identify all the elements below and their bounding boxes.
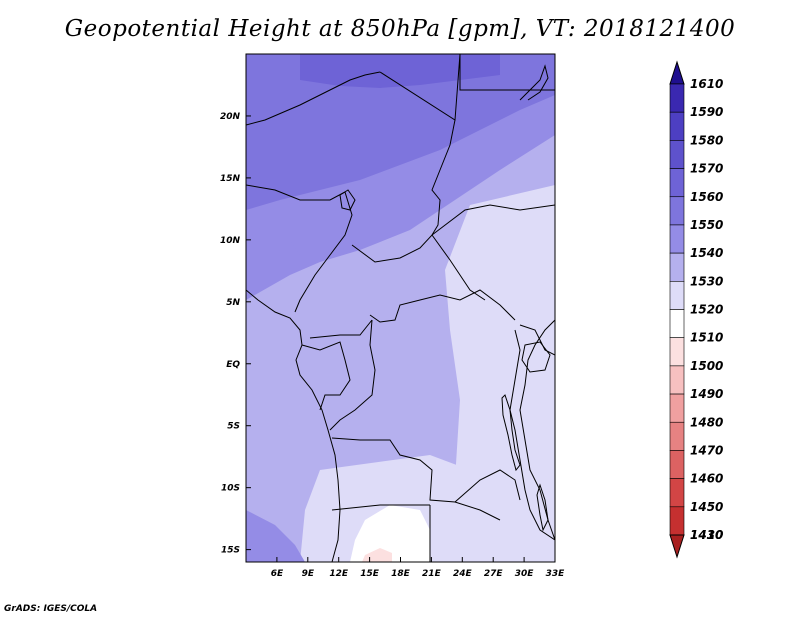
- red-sea-coast: [519, 64, 549, 101]
- x-tick-label: 18E: [391, 569, 411, 579]
- border-uganda-kenya: [519, 324, 555, 356]
- colorbar-bottom-triangle: [669, 534, 685, 559]
- border-cameroon-congo: [309, 319, 373, 339]
- colorbar-label: 1490: [690, 387, 723, 401]
- colorbar-segment: [669, 140, 685, 169]
- colorbar-top-triangle: [669, 60, 685, 85]
- lake-tanganyika: [501, 394, 521, 472]
- colorbar-segment: [669, 309, 685, 338]
- field-south-white: [350, 505, 430, 562]
- colorbar-label: 1480: [690, 415, 723, 429]
- colorbar-label: 1540: [690, 246, 723, 260]
- x-tick-label: 27E: [484, 569, 504, 579]
- colorbar: 1610 1590 1580 1570 1560 1550 1540 1530 1520 1510…: [669, 60, 723, 559]
- colorbar-label: 1530: [690, 274, 723, 288]
- lake-victoria: [521, 341, 551, 373]
- border-nigeria-cameroon: [294, 191, 353, 313]
- colorbar-label: 1500: [690, 359, 723, 373]
- colorbar-label: 1410: [690, 528, 723, 542]
- geopotential-field: [246, 54, 555, 562]
- border-sudan-south-sudan: [431, 204, 555, 236]
- colorbar-label: 1470: [690, 443, 723, 457]
- field-sw-dark: [246, 510, 305, 562]
- colorbar-label: 1560: [690, 190, 723, 204]
- lake-chad: [339, 189, 356, 211]
- y-axis: 20N 15N 10N 5N EQ 5S 10S 15S: [220, 112, 251, 556]
- colorbar-label: 1520: [690, 303, 723, 317]
- colorbar-segment: [669, 83, 685, 113]
- x-tick-label: 12E: [329, 569, 349, 579]
- colorbar-label: 1430: [690, 528, 723, 542]
- x-tick-label: 33E: [546, 569, 566, 579]
- x-tick-label: 9E: [302, 569, 315, 579]
- colorbar-segment: [669, 252, 685, 282]
- border-libya-egypt: [459, 54, 555, 91]
- colorbar-segment: [669, 168, 685, 198]
- border-drc-zambia: [454, 469, 521, 503]
- colorbar-segment: [669, 421, 685, 451]
- map-title: Geopotential Height at 850hPa [gpm], VT:…: [64, 16, 736, 42]
- colorbar-segment: [669, 365, 685, 395]
- lake-malawi: [536, 483, 549, 532]
- coastline-east: [519, 319, 555, 541]
- colorbar-label: 1550: [690, 218, 723, 232]
- country-borders: [246, 54, 555, 562]
- border-angola-namibia: [331, 504, 430, 511]
- border-congo-drc: [329, 319, 376, 431]
- field-east-light: [445, 185, 555, 562]
- x-axis: 6E 9E 12E 15E 18E 21E 24E 27E 30E 33E: [271, 557, 565, 579]
- colorbar-segment: [669, 224, 685, 254]
- colorbar-label: 1510: [690, 331, 723, 345]
- x-tick-label: 6E: [271, 569, 284, 579]
- y-tick-label: 5S: [227, 422, 240, 432]
- colorbar-label: 1610: [690, 77, 723, 91]
- border-drc-angola: [331, 437, 501, 521]
- y-tick-label: EQ: [226, 360, 240, 370]
- border-chad-sudan: [431, 119, 456, 236]
- field-west-dark: [246, 225, 300, 278]
- y-tick-label: 15S: [221, 546, 240, 556]
- colorbar-segment: [669, 478, 685, 508]
- y-tick-label: 10S: [221, 484, 240, 494]
- colorbar-segment: [669, 506, 685, 536]
- grads-credit: GrADS: IGES/COLA: [4, 604, 98, 614]
- x-tick-label: 30E: [515, 569, 535, 579]
- border-niger-nigeria: [246, 184, 346, 201]
- coastline-west: [246, 289, 341, 562]
- colorbar-segment: [669, 450, 685, 479]
- border-tanzania: [509, 329, 555, 541]
- colorbar-label: 1590: [690, 105, 723, 119]
- border-car-drc: [369, 289, 516, 323]
- x-tick-label: 15E: [360, 569, 380, 579]
- colorbar-label: 1450: [690, 500, 723, 514]
- x-tick-label: 24E: [453, 569, 473, 579]
- y-tick-label: 15N: [220, 174, 241, 184]
- y-tick-label: 5N: [226, 298, 240, 308]
- colorbar-label: 1460: [690, 472, 723, 486]
- colorbar-segment: [669, 111, 685, 141]
- colorbar-label: 1570: [690, 162, 723, 176]
- colorbar-segment: [669, 337, 685, 367]
- border-niger-chad: [246, 71, 381, 126]
- border-gabon: [301, 341, 351, 411]
- colorbar-segment: [669, 196, 685, 226]
- colorbar-segment: [669, 393, 685, 423]
- y-tick-label: 20N: [220, 112, 241, 122]
- border-chad-car: [351, 234, 486, 301]
- x-tick-label: 21E: [422, 569, 442, 579]
- colorbar-segment: [669, 281, 685, 310]
- colorbar-label: 1580: [690, 133, 723, 147]
- y-tick-label: 10N: [220, 236, 241, 246]
